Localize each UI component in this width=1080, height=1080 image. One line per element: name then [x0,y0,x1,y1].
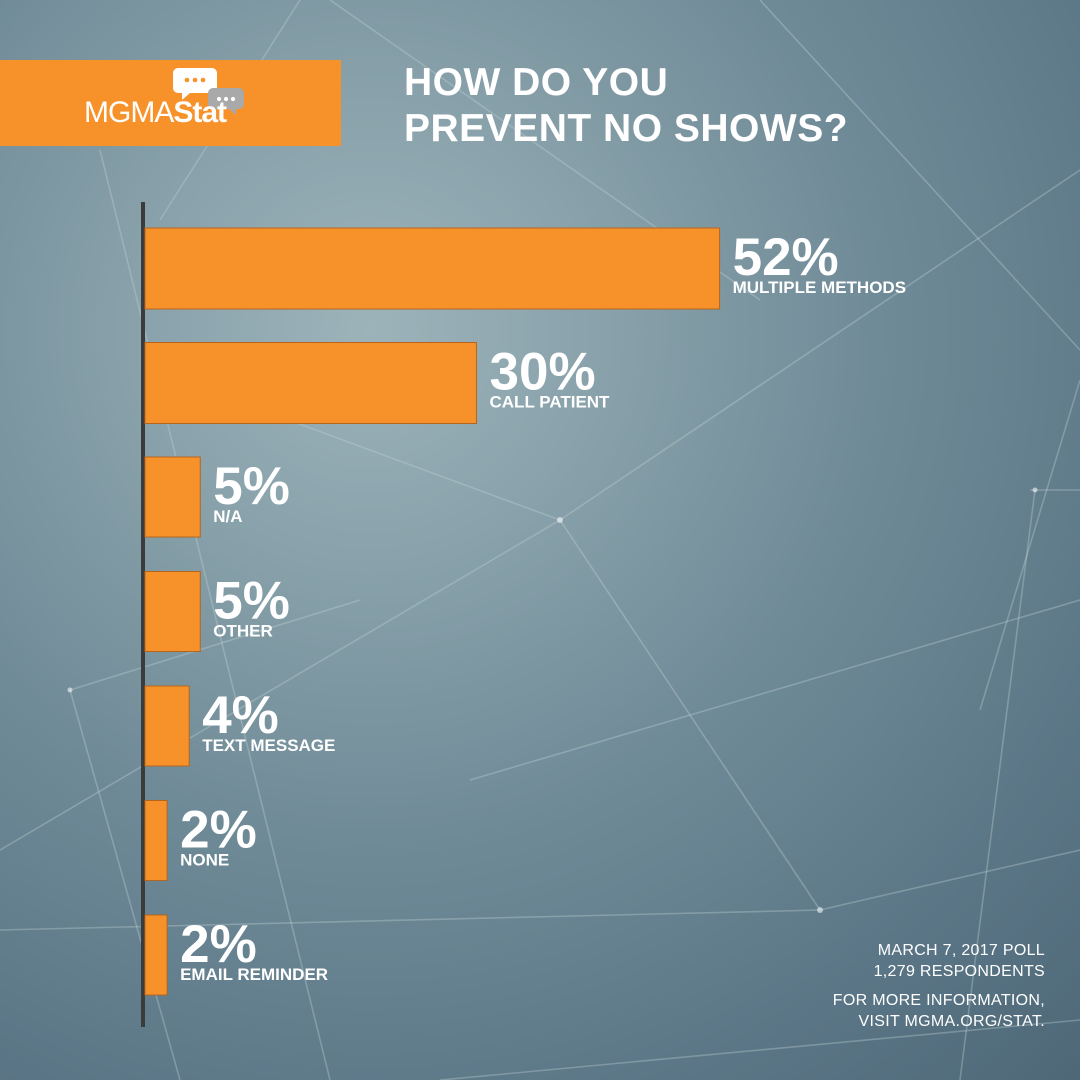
bar-n-a [144,456,201,538]
logo-text-bold: Stat [173,96,227,129]
title-line-2: PREVENT NO SHOWS? [404,107,849,150]
bar-other [144,571,201,652]
bar-category-label: N/A [213,507,242,526]
logo-text-light: MGMA [84,96,174,129]
bar-value-label: 4% [202,686,279,745]
chat-bubble-icon [173,68,244,115]
poll-date: MARCH 7, 2017 POLL [877,942,1045,959]
bar-text-message [144,685,190,767]
bar-multiple-methods [144,227,721,310]
info-line-1: FOR MORE INFORMATION, [832,992,1045,1009]
brand-logo: MGMAStat [84,96,227,129]
bar-value-label: 52% [733,228,839,287]
logo-banner [0,60,341,146]
bar-category-label: NONE [180,851,229,870]
bar-call-patient [144,342,477,424]
info-line-2: VISIT MGMA.ORG/STAT. [858,1013,1045,1030]
bar-category-label: CALL PATIENT [490,393,611,412]
bar-category-label: EMAIL REMINDER [180,965,328,984]
bar-category-label: OTHER [213,622,273,641]
respondent-count: 1,279 RESPONDENTS [873,963,1045,980]
bar-category-label: MULTIPLE METHODS [733,278,906,297]
bar-value-label: 5% [213,457,290,516]
page-title: HOW DO YOU PREVENT NO SHOWS? [404,60,848,152]
bar-value-label: 2% [180,801,257,860]
title-line-1: HOW DO YOU [404,61,669,104]
bar-category-label: TEXT MESSAGE [202,736,335,755]
bar-none [144,800,168,881]
bar-value-label: 5% [213,572,290,631]
bar-value-label: 30% [490,343,596,402]
bar-email-reminder [144,914,168,996]
footer-note: MARCH 7, 2017 POLL 1,279 RESPONDENTS FOR… [833,940,1045,1032]
bar-value-label: 2% [180,915,257,974]
